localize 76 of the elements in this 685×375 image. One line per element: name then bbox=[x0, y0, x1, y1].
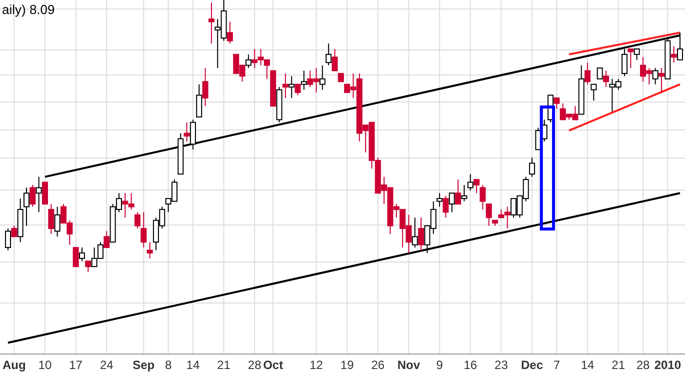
x-tick-label: 19 bbox=[340, 358, 354, 372]
candlestick bbox=[184, 122, 190, 142]
candlestick bbox=[584, 62, 591, 85]
candlestick bbox=[628, 48, 634, 68]
x-tick-label: Dec bbox=[521, 358, 544, 372]
x-tick-label: Sep bbox=[132, 358, 155, 372]
candlestick bbox=[30, 184, 36, 208]
candlestick bbox=[202, 68, 208, 107]
x-tick-label: 10 bbox=[38, 358, 52, 372]
candlestick bbox=[670, 46, 677, 64]
candlestick bbox=[412, 217, 418, 248]
candlestick bbox=[467, 174, 474, 191]
x-tick-label: 8 bbox=[164, 358, 172, 372]
candlestick bbox=[146, 242, 153, 259]
candlestick bbox=[208, 2, 214, 44]
candlestick bbox=[326, 43, 332, 66]
x-tick-label: 7 bbox=[553, 358, 560, 372]
candlestick bbox=[603, 70, 610, 88]
x-tick-label: Nov bbox=[397, 358, 420, 372]
candlestick bbox=[104, 230, 110, 248]
candlestick bbox=[48, 204, 54, 234]
candlestick bbox=[658, 68, 665, 93]
candlestick bbox=[11, 225, 18, 238]
x-tick-label: 2010 bbox=[654, 358, 682, 372]
candlestick bbox=[300, 70, 307, 90]
candlestick bbox=[23, 187, 30, 226]
candlestick bbox=[85, 260, 92, 272]
x-tick-label: 23 bbox=[494, 358, 508, 372]
x-tick-label: 9 bbox=[436, 358, 444, 372]
candlestick bbox=[448, 192, 455, 213]
candlestick bbox=[529, 157, 536, 178]
chart-title: aily) 8.09 bbox=[2, 2, 55, 17]
candlestick bbox=[418, 217, 424, 251]
candlestick bbox=[282, 72, 288, 98]
x-tick-label: 24 bbox=[100, 358, 114, 372]
x-tick-label: Oct bbox=[263, 358, 284, 372]
x-tick-label: 14 bbox=[186, 358, 200, 372]
candlestick bbox=[245, 54, 252, 68]
candlestick bbox=[140, 212, 147, 248]
candlestick bbox=[288, 76, 295, 98]
candlestick bbox=[196, 84, 202, 118]
x-tick-label: 16 bbox=[464, 358, 478, 372]
candlestick bbox=[652, 68, 658, 85]
candlestick bbox=[480, 184, 486, 210]
candlestick bbox=[54, 206, 60, 238]
candlestick bbox=[455, 179, 462, 204]
candlestick bbox=[436, 192, 443, 208]
x-tick-label: 17 bbox=[69, 358, 83, 372]
candlestick bbox=[486, 204, 492, 226]
candlestick bbox=[226, 21, 233, 44]
candlestick bbox=[461, 184, 468, 202]
candlestick bbox=[42, 182, 48, 204]
candlestick bbox=[72, 247, 79, 268]
candlestick bbox=[622, 48, 628, 77]
candlestick bbox=[134, 212, 140, 229]
x-tick-label: 12 bbox=[310, 358, 324, 372]
candlestick bbox=[319, 64, 326, 90]
candlestick bbox=[474, 179, 480, 194]
x-tick-label: 26 bbox=[371, 358, 385, 372]
candlestick bbox=[442, 195, 449, 218]
candlestick bbox=[190, 119, 196, 150]
candlestick bbox=[5, 228, 11, 251]
x-tick-label: 28 bbox=[248, 358, 262, 372]
x-tick-label: Aug bbox=[2, 358, 26, 372]
candlestick bbox=[596, 68, 603, 80]
candlestick bbox=[332, 48, 338, 72]
x-tick-label: 21 bbox=[217, 358, 231, 372]
candlestick bbox=[36, 176, 42, 213]
x-tick-label: 28 bbox=[636, 358, 650, 372]
x-tick-label: 14 bbox=[580, 358, 595, 372]
candlestick bbox=[554, 97, 560, 110]
x-tick-label: 21 bbox=[612, 358, 626, 372]
candlestick bbox=[294, 84, 301, 96]
candlestick bbox=[590, 84, 597, 102]
candlestick bbox=[634, 48, 640, 60]
candlestick bbox=[78, 247, 85, 262]
